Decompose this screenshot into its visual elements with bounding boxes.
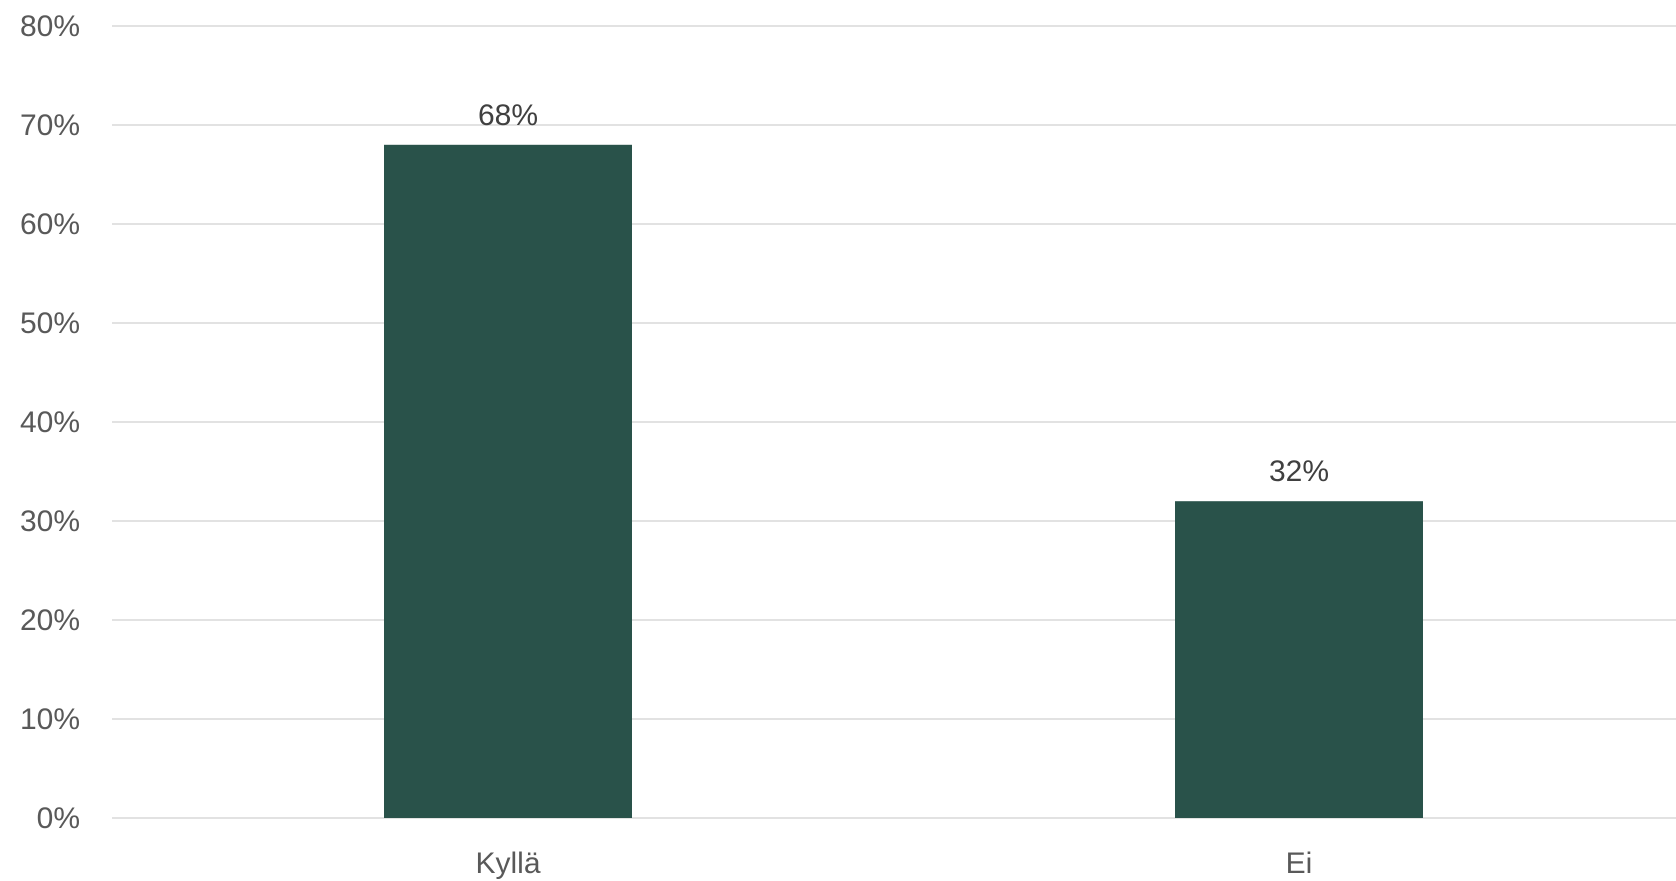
bar-0 bbox=[384, 144, 632, 819]
data-label-0: 68% bbox=[478, 99, 538, 132]
y-tick-label: 80% bbox=[20, 10, 80, 43]
y-tick-label: 0% bbox=[37, 802, 80, 835]
data-labels: 68% 32% bbox=[478, 99, 1329, 488]
x-axis-category-labels: Kyllä Ei bbox=[475, 847, 1312, 880]
y-tick-label: 10% bbox=[20, 703, 80, 736]
category-label-1: Ei bbox=[1286, 847, 1313, 880]
y-tick-label: 30% bbox=[20, 505, 80, 538]
bars bbox=[384, 144, 1423, 819]
y-tick-label: 50% bbox=[20, 307, 80, 340]
bar-1 bbox=[1175, 501, 1423, 818]
y-tick-label: 60% bbox=[20, 208, 80, 241]
y-axis-tick-labels: 0% 10% 20% 30% 40% 50% 60% 70% 80% bbox=[20, 10, 80, 835]
y-tick-label: 20% bbox=[20, 604, 80, 637]
category-label-0: Kyllä bbox=[475, 847, 540, 880]
y-tick-label: 40% bbox=[20, 406, 80, 439]
gridlines bbox=[112, 25, 1676, 819]
data-label-1: 32% bbox=[1269, 455, 1329, 488]
y-tick-label: 70% bbox=[20, 109, 80, 142]
